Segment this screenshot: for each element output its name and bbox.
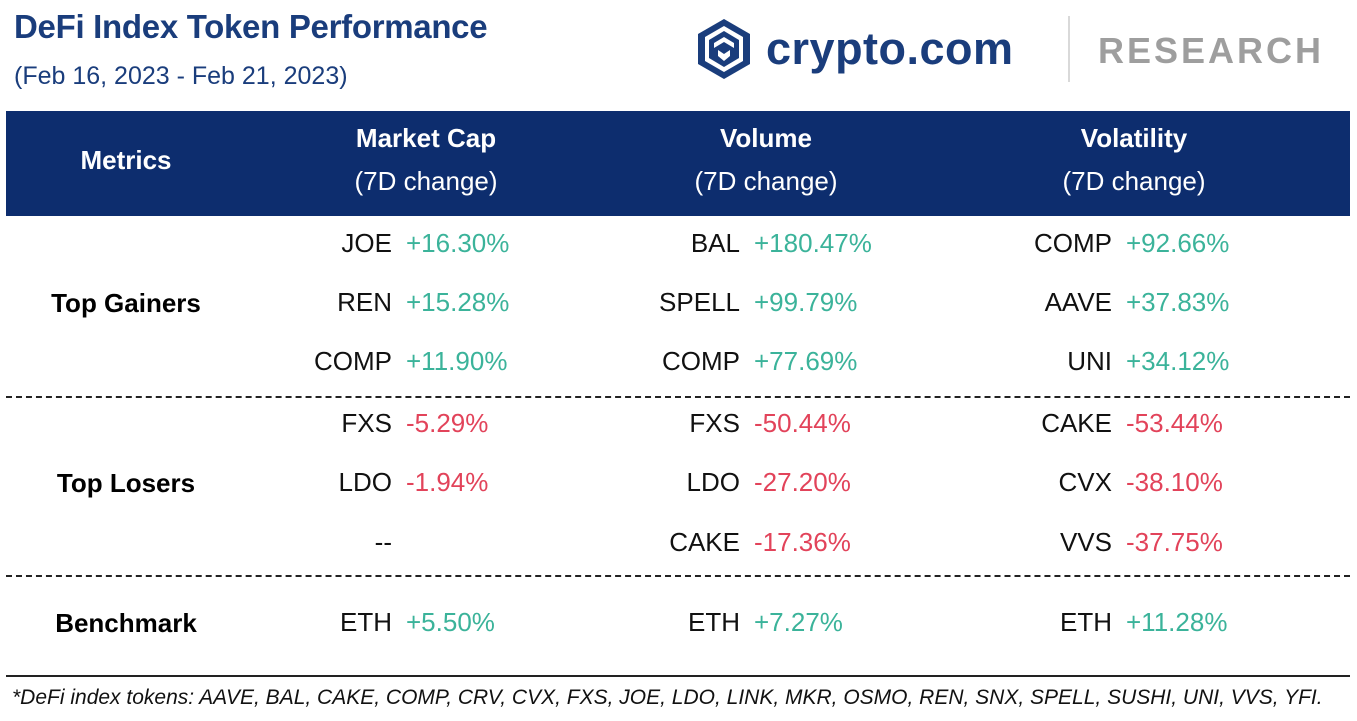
change-value: -5.29% [406,408,489,438]
column-header-sub: (7D change) [1062,166,1206,196]
brand-divider [1068,16,1070,82]
change-value: +37.83% [1126,287,1230,317]
column-header-market-cap: Market Cap (7D change) [306,123,546,197]
token-symbol: ETH [688,607,740,637]
table-cell-token: COMP [0,346,392,380]
footnote: *DeFi index tokens: AAVE, BAL, CAKE, COM… [12,686,1323,709]
token-symbol: ETH [1060,607,1112,637]
column-header-volatility: Volatility (7D change) [1014,123,1254,197]
table-cell-token: COMP [0,346,740,380]
column-header-sub: (7D change) [694,166,838,196]
table-bottom-rule [6,675,1350,677]
token-symbol: BAL [690,228,740,258]
change-value: -17.36% [754,527,851,557]
table-cell-token: VVS [0,527,1112,561]
table-cell-token: -- [0,527,392,561]
token-symbol: LDO [686,467,740,497]
column-header-sub: (7D change) [354,166,498,196]
table-cell-token: ETH [0,607,1112,641]
change-value: -1.94% [406,467,489,497]
column-header-label: Volatility [1080,123,1188,153]
date-range: (Feb 16, 2023 - Feb 21, 2023) [14,62,348,90]
token-symbol: JOE [341,228,392,258]
table-cell-token: CAKE [0,527,740,561]
table-cell-token: JOE [0,228,392,262]
token-symbol: CAKE [1041,408,1112,438]
page-title: DeFi Index Token Performance [14,8,488,45]
table-cell-token: COMP [0,228,1112,262]
table-cell-token: CAKE [0,408,1112,442]
change-value: -53.44% [1126,408,1223,438]
column-header-volume: Volume (7D change) [646,123,886,197]
change-value: +92.66% [1126,228,1230,258]
change-value: +180.47% [754,228,872,258]
table-cell-token: FXS [0,408,740,442]
token-symbol: UNI [1067,346,1112,376]
change-value: -27.20% [754,467,851,497]
change-value: +77.69% [754,346,858,376]
token-symbol: CVX [1058,467,1112,497]
token-symbol: SPELL [659,287,740,317]
change-value: +34.12% [1126,346,1230,376]
row-label-top-gainers: Top Gainers [51,288,201,318]
token-symbol: LDO [338,467,392,497]
table-cell-token: ETH [0,607,740,641]
brand-name: crypto.com [766,23,1014,74]
token-symbol: FXS [341,408,392,438]
group-divider [6,396,1350,398]
column-header-label: Market Cap [355,123,497,153]
token-symbol: ETH [340,607,392,637]
change-value: +11.28% [1126,607,1228,637]
token-symbol: COMP [1034,228,1112,258]
table-cell-token: FXS [0,408,392,442]
table-header: Metrics Market Cap (7D change) Volume (7… [6,111,1350,216]
token-symbol: COMP [314,346,392,376]
table-cell-token: SPELL [0,287,740,321]
table-cell-token: AAVE [0,287,1112,321]
table-cell-token: UNI [0,346,1112,380]
token-symbol: FXS [689,408,740,438]
table-cell-token: REN [0,287,392,321]
change-value: -50.44% [754,408,851,438]
table-cell-token: LDO [0,467,740,501]
change-value: +99.79% [754,287,858,317]
token-symbol: AAVE [1044,287,1112,317]
token-symbol: COMP [662,346,740,376]
crypto-com-logo-icon [698,19,750,79]
token-symbol: CAKE [669,527,740,557]
brand: crypto.com [696,17,1014,81]
row-label-top-losers: Top Losers [56,468,196,498]
group-divider [6,575,1350,577]
table-cell-token: CVX [0,467,1112,501]
column-header-metrics: Metrics [80,145,172,175]
column-header-label: Volume [720,123,812,153]
change-value: +7.27% [754,607,843,637]
change-value: +16.30% [406,228,510,258]
change-value: +11.90% [406,346,508,376]
token-symbol: -- [374,527,392,557]
change-value: -38.10% [1126,467,1223,497]
table-cell-token: BAL [0,228,740,262]
change-value: +5.50% [406,607,495,637]
row-label-benchmark: Benchmark [55,608,197,638]
change-value: +15.28% [406,287,510,317]
token-symbol: REN [337,287,392,317]
table-cell-token: ETH [0,607,392,641]
token-symbol: VVS [1059,527,1112,557]
table-cell-token: LDO [0,467,392,501]
brand-section: RESEARCH [1098,30,1325,71]
change-value: -37.75% [1126,527,1223,557]
